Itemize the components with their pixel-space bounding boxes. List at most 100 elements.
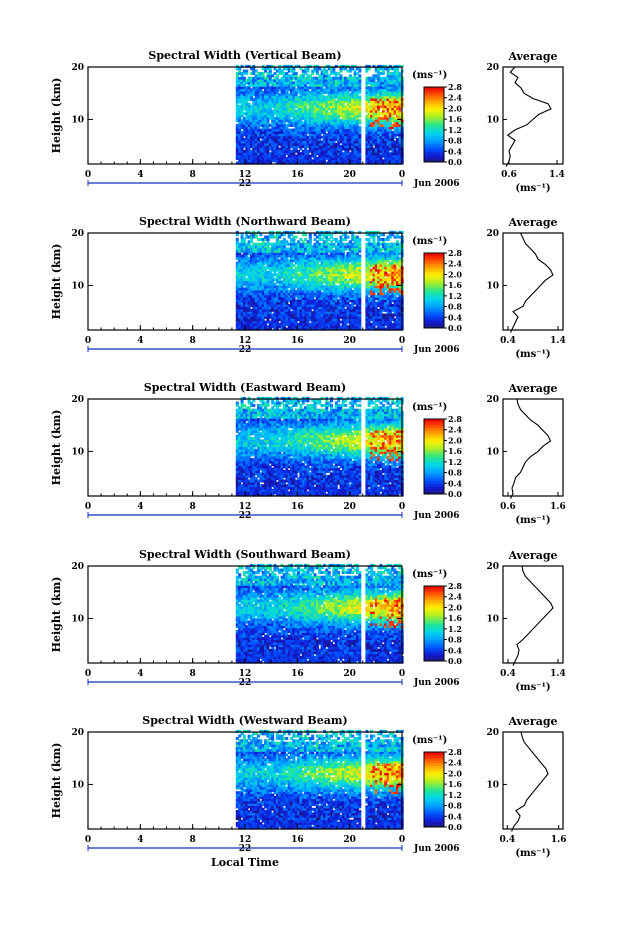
heatmap-cell (280, 233, 284, 237)
heatmap-cell (334, 156, 338, 160)
heatmap-cell (250, 263, 253, 267)
heatmap-cell (240, 233, 244, 237)
heatmap-cell (242, 131, 246, 134)
heatmap-cell (247, 273, 251, 277)
heatmap-cell (304, 145, 308, 149)
heatmap-cell (282, 266, 286, 270)
heatmap-cell (235, 278, 239, 282)
heatmap-cell (318, 95, 322, 99)
heatmap-cell (273, 149, 277, 153)
heatmap-cell (398, 79, 402, 83)
heatmap-cell (358, 287, 362, 291)
heatmap-cell (365, 327, 369, 331)
heatmap-cell (304, 105, 308, 108)
heatmap-cell (273, 140, 277, 144)
heatmap-cell (341, 81, 345, 85)
heatmap-cell (353, 235, 357, 239)
heatmap-cell (282, 121, 286, 125)
heatmap-cell (393, 81, 397, 85)
heatmap-cell (257, 242, 260, 246)
heatmap-cell (344, 100, 348, 104)
heatmap-cell (313, 313, 317, 317)
heatmap-cell (348, 156, 352, 160)
heatmap-cell (341, 306, 345, 310)
heatmap-cell (280, 154, 284, 158)
heatmap-cell (311, 252, 315, 256)
heatmap-cell (351, 147, 355, 151)
heatmap-cell (304, 318, 308, 322)
heatmap-cell (297, 81, 301, 85)
heatmap-cell (264, 95, 268, 99)
heatmap-cell (247, 282, 251, 286)
heatmap-cell (358, 100, 362, 104)
heatmap-cell (264, 306, 268, 310)
heatmap-cell (245, 280, 249, 284)
heatmap-cell (355, 112, 359, 116)
heatmap-cell (341, 152, 345, 156)
heatmap-cell (285, 322, 289, 326)
heatmap-cell (348, 230, 352, 234)
heatmap-cell (320, 147, 324, 151)
heatmap-cell (391, 83, 395, 87)
heatmap-cell (318, 280, 322, 284)
heatmap-cell (245, 294, 249, 298)
heatmap-cell (372, 266, 376, 270)
heatmap-cell (240, 152, 244, 156)
heatmap-cell (250, 289, 253, 293)
heatmap-cell (341, 67, 345, 71)
heatmap-cell (386, 88, 390, 92)
heatmap-cell (245, 114, 249, 118)
heatmap-cell (325, 245, 329, 249)
heatmap-cell (261, 154, 265, 158)
heatmap-cell (292, 159, 296, 163)
heatmap-cell (238, 249, 242, 253)
heatmap-cell (268, 76, 272, 80)
heatmap-cell (332, 289, 336, 293)
average-frame (502, 66, 564, 165)
heatmap-cell (235, 112, 239, 116)
heatmap-cell (327, 97, 331, 101)
heatmap-cell (346, 140, 350, 144)
heatmap-cell (264, 147, 268, 151)
heatmap-cell (306, 135, 310, 139)
heatmap-cell (308, 119, 312, 123)
heatmap-cell (398, 126, 402, 130)
heatmap-cell (292, 69, 296, 73)
heatmap-cell (275, 242, 279, 246)
heatmap-cell (273, 112, 277, 116)
heatmap-cell (325, 147, 329, 151)
heatmap-cell (353, 123, 357, 127)
heatmap-cell (308, 313, 312, 317)
heatmap-cell (355, 238, 359, 241)
heatmap-cell (398, 88, 402, 92)
heatmap-cell (245, 133, 249, 137)
heatmap-cell (304, 282, 308, 286)
heatmap-cell (327, 306, 331, 310)
heatmap-cell (355, 67, 359, 71)
heatmap-cell (257, 252, 260, 256)
heatmap-cell (290, 149, 293, 153)
heatmap-cell (292, 161, 296, 165)
heatmap-cell (346, 289, 350, 293)
heatmap-cell (280, 126, 284, 130)
heatmap-cell (355, 282, 359, 286)
heatmap-cell (332, 230, 336, 234)
heatmap-cell (282, 81, 286, 85)
heatmap-cell (292, 275, 296, 279)
heatmap-cell (252, 322, 256, 326)
heatmap-cell (355, 149, 359, 153)
heatmap-cell (261, 320, 265, 324)
heatmap-cell (332, 261, 336, 265)
heatmap-cell (238, 142, 242, 146)
heatmap-cell (327, 156, 331, 160)
heatmap-cell (372, 154, 376, 158)
heatmap-cell (358, 313, 362, 317)
heatmap-cell (280, 109, 284, 113)
heatmap-cell (339, 259, 343, 263)
heatmap-cell (278, 247, 282, 251)
heatmap-cell (358, 86, 362, 90)
heatmap-cell (271, 297, 275, 300)
heatmap-cell (287, 95, 291, 99)
heatmap-cell (351, 102, 355, 106)
heatmap-cell (391, 95, 395, 99)
